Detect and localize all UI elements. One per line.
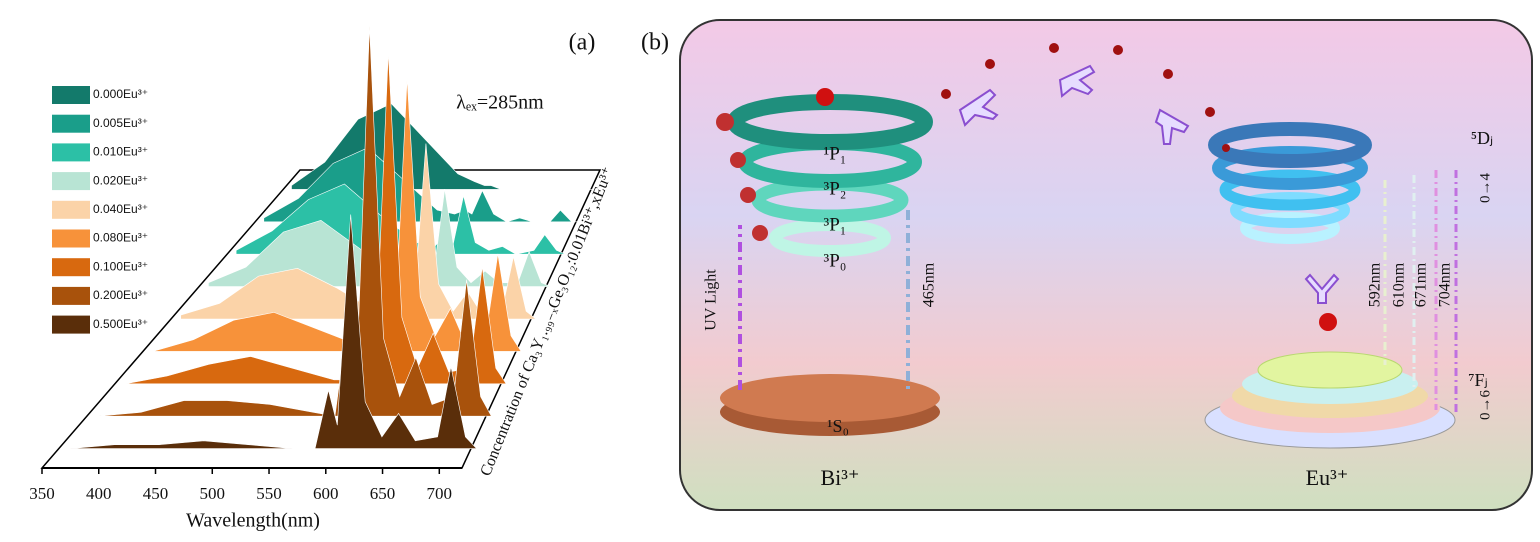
legend-swatch (52, 286, 90, 305)
legend-label: 0.040Eu³⁺ (93, 202, 148, 216)
legend-swatch (52, 114, 90, 133)
x-tick-label: 650 (370, 484, 396, 503)
legend-swatch (52, 172, 90, 191)
spectrum-area (125, 52, 507, 385)
diagram-label: Bi³⁺ (821, 465, 860, 490)
diagram-label: ¹S₀ (827, 416, 849, 436)
diagram-label: 671nm (1413, 262, 1430, 307)
ion-dot (740, 187, 756, 203)
ion-dot (730, 152, 746, 168)
spectrum-area (69, 214, 478, 449)
diagram: ¹P₁ ³P₂ ³P₁ ³P₀ ¹S₀ UV Light 465nm Bi³⁺ Eu³⁺ ⁵Dⱼ 0… (679, 19, 1533, 511)
panel-label: (a) (569, 30, 596, 56)
level-ring (1240, 212, 1340, 244)
legend-label: 0.500Eu³⁺ (93, 317, 148, 331)
ion-dot (716, 113, 734, 131)
x-tick-label: 600 (313, 484, 339, 503)
x-tick-label: 400 (86, 484, 112, 503)
diagram-label: ³P₀ (824, 250, 847, 271)
spectrum-area (152, 78, 522, 352)
x-tick-label: 500 (200, 484, 226, 503)
level-ring (1208, 122, 1372, 168)
x-tick-label: 550 (256, 484, 282, 503)
level-ring (1230, 192, 1350, 228)
x-tick-label: 450 (143, 484, 169, 503)
legend-label: 0.000Eu³⁺ (93, 87, 148, 101)
diagram-label: ⁷Fⱼ (1468, 370, 1487, 390)
diagram-label: ³P₂ (824, 178, 847, 199)
energy-dots (941, 43, 1215, 117)
legend-label: 0.200Eu³⁺ (93, 288, 148, 302)
diagram-label: ³P₁ (824, 214, 847, 235)
spectrum-area (208, 189, 551, 287)
legend-label: 0.100Eu³⁺ (93, 259, 148, 273)
annotation: λₑₓ=285nm (456, 92, 544, 114)
panel-label: (b) (641, 30, 669, 56)
diagram-label: 704nm (1437, 262, 1454, 307)
legend-swatch (52, 229, 90, 248)
chart: 350 400 450 500 550 600 650 700Wavelength(nm)Co… (29, 26, 617, 532)
diagram-label: 610nm (1391, 262, 1408, 307)
ion-dot (1319, 313, 1337, 331)
diagram-label: 592nm (1367, 262, 1384, 307)
ion-dot (752, 225, 768, 241)
transfer-icons (958, 64, 1340, 304)
ion-dot (1222, 144, 1230, 152)
diagram-label: 0→4 (1477, 173, 1493, 204)
legend-label: 0.080Eu³⁺ (93, 231, 148, 245)
diagram-label: Eu³⁺ (1306, 465, 1349, 490)
spectrum-area (97, 26, 492, 417)
spectrum-area (180, 143, 537, 320)
diagram-label: 465nm (921, 262, 938, 307)
level-ring (769, 219, 891, 257)
ground-disc (720, 374, 940, 422)
diagram-label: ⁵Dⱼ (1471, 128, 1493, 148)
ground-level (1257, 351, 1403, 389)
legend-swatch (52, 200, 90, 219)
level-ring (1219, 169, 1361, 211)
diagram-label: 0→6 (1477, 390, 1493, 421)
x-tick-label: 700 (427, 484, 453, 503)
legend-swatch (52, 86, 90, 104)
legend-label: 0.005Eu³⁺ (93, 116, 148, 130)
level-ring (1212, 146, 1368, 190)
diagram-label: UV Light (703, 269, 720, 331)
legend-swatch (52, 315, 90, 334)
legend-swatch (52, 258, 90, 277)
emission-arrows (1383, 170, 1458, 415)
x-axis-label: Wavelength(nm) (186, 510, 320, 532)
diagram-label: ¹P₁ (824, 143, 847, 164)
legend-swatch (52, 143, 90, 162)
x-tick-label: 350 (29, 484, 55, 503)
legend-label: 0.020Eu³⁺ (93, 173, 148, 187)
legend-label: 0.010Eu³⁺ (93, 145, 148, 159)
ion-dot (816, 88, 834, 106)
